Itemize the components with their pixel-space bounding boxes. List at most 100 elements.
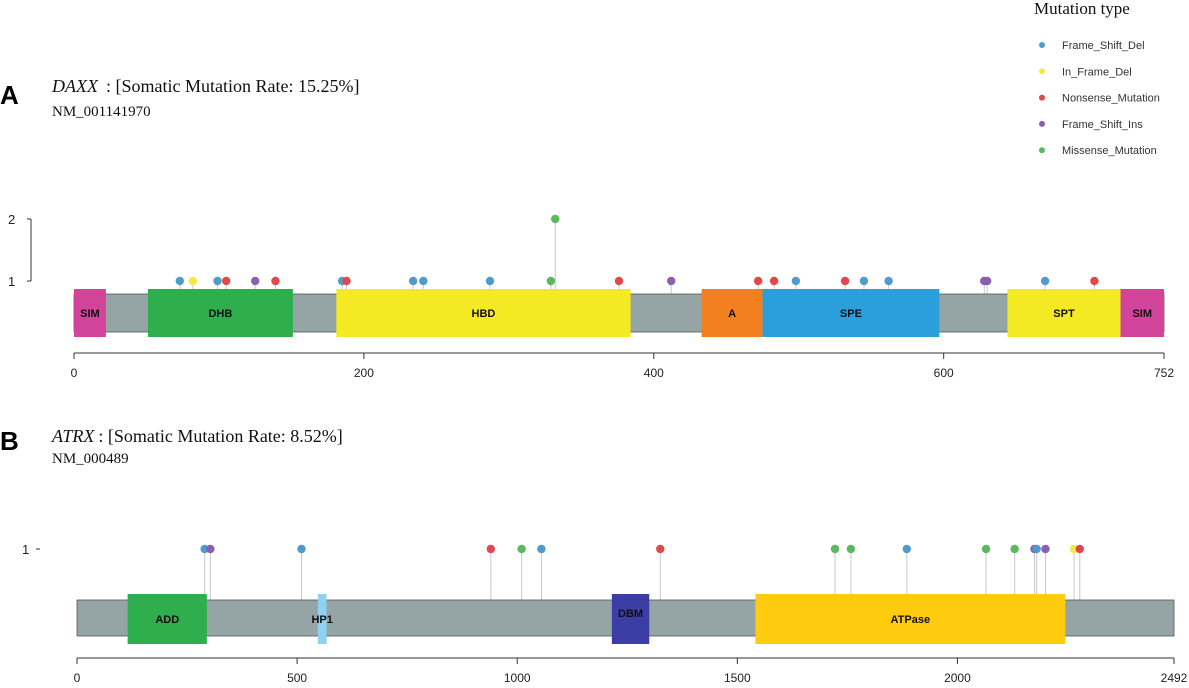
domain-label: HBD bbox=[472, 308, 496, 320]
mutation-point bbox=[982, 276, 992, 286]
legend-marker bbox=[1039, 42, 1045, 48]
mutation-point bbox=[342, 276, 351, 286]
panel-b: B ATRX: [Somatic Mutation Rate: 8.52%] N… bbox=[0, 426, 1188, 685]
panel-a: A DAXX: [Somatic Mutation Rate: 15.25%] … bbox=[0, 76, 1174, 380]
y-tick-label: 2 bbox=[8, 212, 15, 227]
domain-sim bbox=[74, 289, 106, 337]
domain-label: DBM bbox=[618, 608, 643, 620]
mutation-point bbox=[485, 276, 495, 286]
mutation-point bbox=[840, 276, 850, 286]
mutation-point bbox=[614, 276, 624, 286]
domain-label: ADD bbox=[155, 614, 179, 626]
legend: Mutation type Frame_Shift_Del In_Frame_De… bbox=[1034, 0, 1160, 157]
mutation-point bbox=[1041, 544, 1050, 554]
x-tick-label: 1500 bbox=[724, 671, 751, 685]
panel-b-transcript: NM_000489 bbox=[52, 451, 129, 467]
domain-label: SPT bbox=[1053, 308, 1075, 320]
legend-label: In_Frame_Del bbox=[1062, 66, 1132, 78]
legend-items: Frame_Shift_Del In_Frame_Del Nonsense_Muta… bbox=[1039, 40, 1160, 157]
domain-a bbox=[701, 289, 763, 337]
x-tick-label: 200 bbox=[354, 366, 374, 380]
panel-a-letter: A bbox=[0, 80, 19, 110]
mutation-point bbox=[902, 544, 911, 554]
mutation-point bbox=[188, 276, 198, 286]
mutation-point bbox=[769, 276, 779, 286]
panel-a-transcript: NM_001141970 bbox=[52, 104, 151, 120]
domain-dbm bbox=[611, 594, 650, 644]
panel-a-rate: : [Somatic Mutation Rate: 15.25%] bbox=[106, 76, 359, 96]
mutation-point bbox=[1010, 544, 1019, 554]
panel-a-plot: 1 2 SIM DHB HBD A SPE SPT SIM 0 200 400 600 752 bbox=[8, 212, 1174, 380]
domain-add bbox=[127, 594, 207, 644]
x-tick-label: 752 bbox=[1154, 366, 1174, 380]
domain-atpase bbox=[755, 594, 1066, 644]
domain-label: ATPase bbox=[891, 614, 931, 626]
domain-dhb bbox=[147, 289, 293, 337]
mutation-point bbox=[1090, 276, 1099, 286]
x-tick-label: 2000 bbox=[944, 671, 971, 685]
x-tick-label: 400 bbox=[644, 366, 664, 380]
mutation-point bbox=[297, 544, 306, 554]
mutation-point bbox=[271, 276, 280, 286]
domain-sim bbox=[1120, 289, 1164, 337]
legend-label: Frame_Shift_Ins bbox=[1062, 119, 1143, 131]
domain-label: HP1 bbox=[311, 614, 332, 626]
legend-marker bbox=[1039, 94, 1045, 101]
mutation-point bbox=[408, 276, 418, 286]
mutation-point bbox=[666, 276, 676, 286]
domain-label: SIM bbox=[80, 308, 100, 320]
panel-b-rate: : [Somatic Mutation Rate: 8.52%] bbox=[98, 426, 342, 446]
legend-label: Missense_Mutation bbox=[1062, 145, 1157, 157]
mutation-point bbox=[791, 276, 801, 286]
panel-b-letter: B bbox=[0, 426, 19, 456]
mutation-point bbox=[419, 276, 428, 286]
legend-marker bbox=[1039, 147, 1045, 154]
domain-hbd bbox=[336, 289, 631, 337]
panel-b-title: ATRX: [Somatic Mutation Rate: 8.52%] bbox=[51, 426, 343, 446]
x-tick-label: 0 bbox=[74, 671, 81, 685]
legend-marker bbox=[1039, 68, 1045, 75]
panel-a-title: DAXX : [Somatic Mutation Rate: 15.25%] bbox=[51, 76, 359, 96]
mutation-point bbox=[546, 276, 556, 286]
domain-label: DHB bbox=[208, 308, 232, 320]
y-tick-label: 1 bbox=[8, 274, 15, 289]
panel-b-gene: ATRX bbox=[51, 426, 95, 446]
domain-spe bbox=[762, 289, 940, 337]
domain-label: SIM bbox=[1132, 308, 1152, 320]
legend-title: Mutation type bbox=[1034, 0, 1130, 18]
domain-hp1 bbox=[317, 594, 327, 644]
mutation-point bbox=[486, 544, 495, 554]
x-tick-label: 0 bbox=[71, 366, 78, 380]
mutation-point bbox=[859, 276, 869, 286]
domain-label: SPE bbox=[840, 308, 862, 320]
mutation-point bbox=[981, 544, 991, 554]
x-tick-label: 2492 bbox=[1161, 671, 1188, 685]
x-tick-label: 1000 bbox=[504, 671, 531, 685]
x-tick-label: 600 bbox=[934, 366, 954, 380]
mutation-point bbox=[830, 544, 840, 554]
mutation-point bbox=[517, 544, 526, 554]
mutation-point bbox=[1040, 276, 1050, 286]
mutation-point bbox=[537, 544, 546, 554]
mutation-point bbox=[213, 276, 222, 286]
mutation-point bbox=[1032, 544, 1041, 554]
legend-label: Nonsense_Mutation bbox=[1062, 93, 1160, 105]
mutation-point bbox=[221, 276, 231, 286]
legend-marker bbox=[1039, 120, 1045, 127]
domain-label: A bbox=[728, 308, 736, 320]
mutation-point bbox=[753, 276, 763, 286]
panel-b-plot: 1 ADD HP1 DBM ATPase 0 500 1000 1500 2000 2492 bbox=[22, 542, 1188, 685]
mutation-point bbox=[551, 214, 560, 224]
mutation-point bbox=[846, 544, 856, 554]
domain-spt bbox=[1007, 289, 1121, 337]
mutation-point bbox=[1075, 544, 1084, 554]
mutation-point bbox=[175, 276, 185, 286]
mutation-point bbox=[250, 276, 260, 286]
panel-a-gene: DAXX bbox=[51, 76, 99, 96]
mutation-point bbox=[656, 544, 665, 554]
legend-label: Frame_Shift_Del bbox=[1062, 40, 1145, 52]
mutation-point bbox=[884, 276, 893, 286]
mutation-point bbox=[206, 544, 215, 554]
x-tick-label: 500 bbox=[287, 671, 307, 685]
